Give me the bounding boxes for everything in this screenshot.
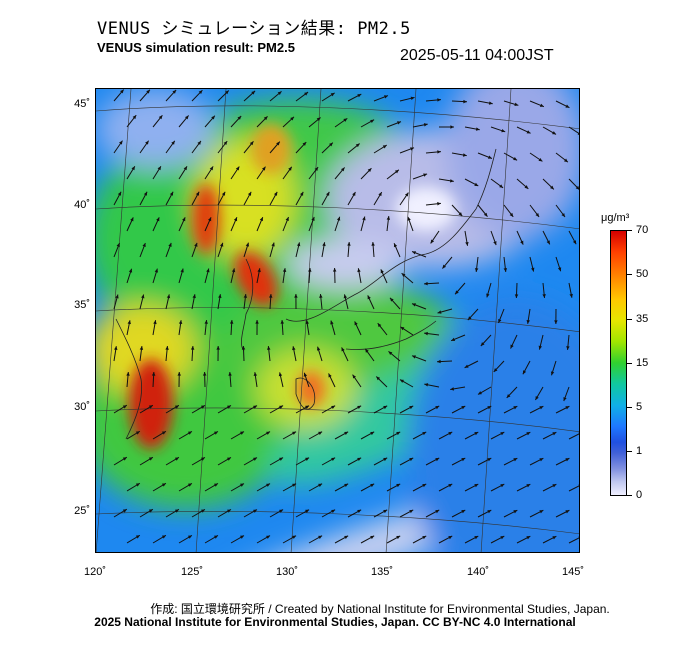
lat-label-40: 40˚: [74, 199, 90, 211]
lat-label-35: 35˚: [74, 299, 90, 311]
lon-label-120: 120˚: [83, 566, 107, 578]
wind-vectors: [113, 89, 579, 544]
graticule: [96, 89, 579, 552]
colorbar-label-50: 50: [636, 268, 649, 280]
colorbar-label-0: 0: [636, 489, 643, 501]
colorbar-label-70: 70: [636, 224, 649, 236]
title-japanese: VENUS シミュレーション結果: PM2.5: [97, 19, 411, 39]
lat-label-25: 25˚: [74, 505, 90, 517]
lat-label-30: 30˚: [74, 401, 90, 413]
credit-line: 作成: 国立環境研究所 / Created by National Instit…: [150, 602, 610, 616]
colorbar-label-15: 15: [636, 357, 649, 369]
lon-label-135: 135˚: [370, 566, 394, 578]
colorbar-label-35: 35: [636, 313, 649, 325]
timestamp: 2025-05-11 04:00JST: [400, 47, 554, 64]
title-english: VENUS simulation result: PM2.5: [97, 40, 295, 55]
lat-label-45: 45˚: [74, 98, 90, 110]
license-line: 2025 National Institute for Environmenta…: [94, 615, 576, 629]
coastlines: [115, 148, 497, 440]
colorbar-unit: μg/m³: [601, 212, 630, 224]
lon-label-145: 145˚: [561, 566, 585, 578]
lon-label-140: 140˚: [466, 566, 490, 578]
pm25-map: [95, 88, 580, 553]
colorbar: [610, 230, 627, 496]
colorbar-label-1: 1: [636, 445, 643, 457]
lon-label-130: 130˚: [275, 566, 299, 578]
lon-label-125: 125˚: [180, 566, 204, 578]
colorbar-label-5: 5: [636, 401, 643, 413]
